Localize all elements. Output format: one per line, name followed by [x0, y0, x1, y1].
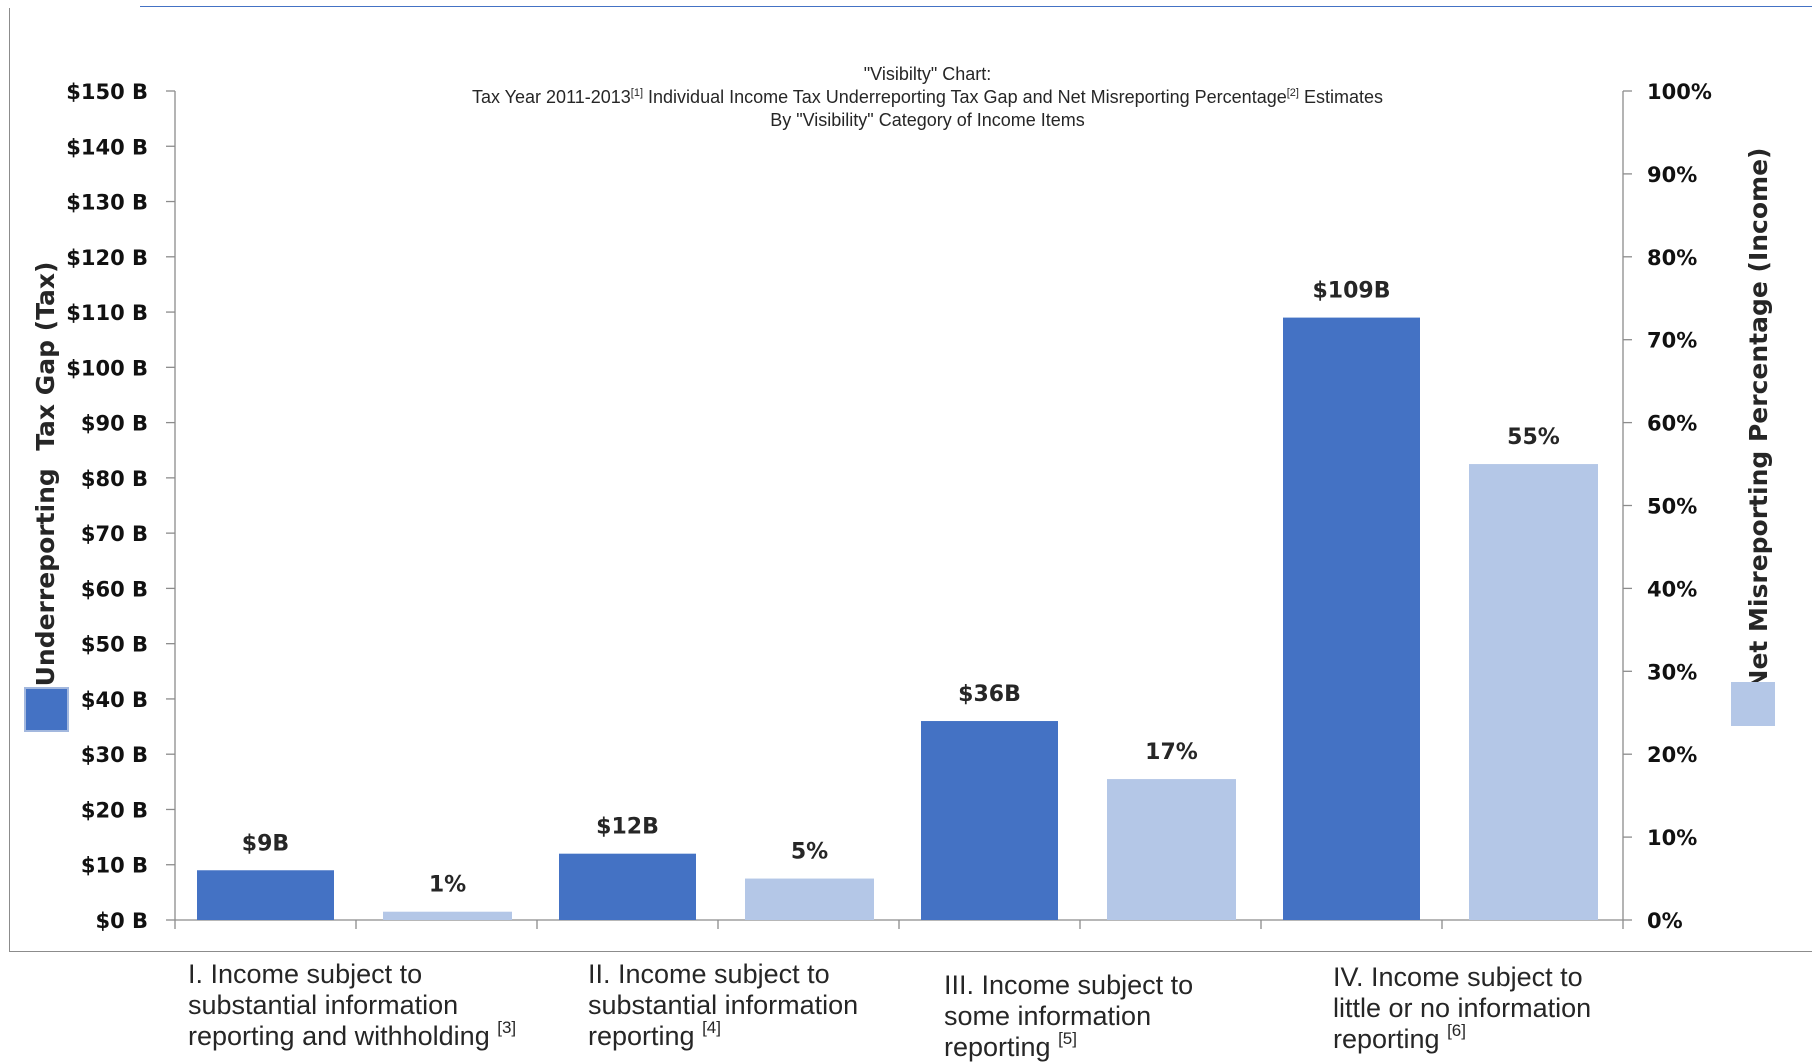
category-footnote: [5]	[1058, 1029, 1077, 1048]
misreporting-bar	[1107, 779, 1236, 920]
category-label-text: II. Income subject to	[588, 959, 830, 989]
tax-gap-bar	[197, 870, 334, 920]
category-label: III. Income subject to some information re…	[944, 970, 1193, 1063]
tax-gap-data-label: $12B	[596, 815, 659, 840]
right-axis-tick-label: 70%	[1647, 329, 1697, 353]
category-label-line: reporting and withholding [3]	[188, 1018, 517, 1052]
category-label-text: reporting	[588, 1021, 703, 1051]
chart-title: "Visibilty" Chart: Tax Year 2011-2013[1]…	[300, 63, 1555, 132]
right-axis-tick-label: 20%	[1647, 743, 1697, 767]
category-label-text: substantial information	[188, 990, 459, 1020]
chart-title-line-2: Tax Year 2011-2013[1] Individual Income …	[300, 86, 1555, 109]
title-footnote-2: [2]	[1286, 87, 1299, 99]
misreporting-bar	[1469, 464, 1598, 920]
title-main: Individual Income Tax Underreporting Tax…	[643, 87, 1287, 107]
tax-gap-data-label: $36B	[958, 682, 1021, 707]
category-label-text: substantial information	[588, 990, 859, 1020]
category-label-text: some information	[944, 1001, 1152, 1031]
right-axis-tick-label: 100%	[1647, 80, 1712, 104]
category-label-line: some information	[944, 1001, 1193, 1032]
left-axis-tick-label: $150 B	[66, 80, 148, 104]
right-axis-tick-label: 90%	[1647, 163, 1697, 187]
category-label-text: III. Income subject to	[944, 970, 1194, 1000]
left-axis-tick-label: $30 B	[81, 743, 148, 767]
title-footnote-1: [1]	[630, 87, 644, 99]
chart-title-line-1: "Visibilty" Chart:	[863, 64, 992, 84]
left-axis-tick-label: $80 B	[81, 467, 148, 491]
category-label-text: IV. Income subject to	[1333, 962, 1583, 992]
left-axis-tick-label: $130 B	[66, 191, 148, 215]
category-label-text: reporting	[944, 1032, 1059, 1062]
right-axis-tick-label: 80%	[1647, 246, 1697, 270]
left-axis-tick-label: $70 B	[81, 522, 148, 546]
category-label-line: IV. Income subject to	[1333, 962, 1591, 993]
misreporting-data-label: 17%	[1145, 740, 1198, 765]
left-axis-tick-label: $100 B	[66, 356, 148, 380]
left-axis-tick-label: $20 B	[81, 798, 148, 822]
left-axis-tick-label: $110 B	[66, 301, 148, 325]
tax-gap-bar	[1283, 317, 1420, 920]
category-footnote: [4]	[702, 1018, 721, 1037]
right-axis-tick-label: 0%	[1647, 909, 1683, 933]
category-label: IV. Income subject to little or no inform…	[1333, 962, 1591, 1055]
left-axis-tick-label: $120 B	[66, 246, 148, 270]
left-axis-tick-label: $90 B	[81, 412, 148, 436]
tax-gap-data-label: $109B	[1313, 279, 1391, 304]
chart-frame	[9, 8, 1812, 952]
top-rule	[140, 6, 1812, 7]
category-label-line: little or no information	[1333, 993, 1591, 1024]
right-axis-title: Net Misreporting Percentage (Income)	[1744, 148, 1773, 691]
left-axis-title: Underreporting Tax Gap (Tax)	[31, 262, 60, 687]
category-footnote: [6]	[1447, 1021, 1466, 1040]
category-label: II. Income subject to substantial informa…	[588, 959, 858, 1052]
right-axis-tick-label: 10%	[1647, 826, 1697, 850]
category-label-line: substantial information	[588, 990, 858, 1021]
left-axis-tick-label: $60 B	[81, 577, 148, 601]
category-label-text: reporting and withholding	[188, 1021, 498, 1051]
category-label-line: reporting [5]	[944, 1029, 1193, 1063]
title-end: Estimates	[1298, 87, 1383, 107]
left-axis-tick-label: $50 B	[81, 633, 148, 657]
legend-swatch-tax-gap	[24, 687, 69, 732]
right-axis-tick-label: 40%	[1647, 577, 1697, 601]
chart-title-line-3: By "Visibility" Category of Income Items	[770, 110, 1085, 130]
category-label: I. Income subject to substantial informat…	[188, 959, 516, 1052]
title-year: Tax Year 2011-2013	[471, 87, 631, 107]
right-axis-tick-label: 50%	[1647, 495, 1697, 519]
tax-gap-data-label: $9B	[242, 831, 289, 856]
misreporting-data-label: 1%	[429, 873, 466, 898]
category-label-line: I. Income subject to	[188, 959, 516, 990]
misreporting-data-label: 55%	[1507, 425, 1560, 450]
tax-gap-bar	[921, 721, 1058, 920]
category-label-text: little or no information	[1333, 993, 1592, 1023]
misreporting-bar	[383, 911, 512, 920]
category-label-line: III. Income subject to	[944, 970, 1193, 1001]
misreporting-data-label: 5%	[791, 840, 828, 865]
right-axis-tick-label: 60%	[1647, 412, 1697, 436]
left-axis-tick-label: $40 B	[81, 688, 148, 712]
category-footnote: [3]	[497, 1018, 517, 1037]
legend-swatch-misreporting	[1731, 682, 1775, 726]
category-label-line: II. Income subject to	[588, 959, 858, 990]
left-axis-tick-label: $140 B	[66, 135, 148, 159]
category-label-line: reporting [4]	[588, 1018, 858, 1052]
tax-gap-bar	[559, 853, 696, 920]
misreporting-bar	[745, 878, 874, 920]
left-axis-tick-label: $0 B	[95, 909, 148, 933]
category-label-text: reporting	[1333, 1024, 1448, 1054]
category-label-text: I. Income subject to	[188, 959, 423, 989]
category-label-line: reporting [6]	[1333, 1021, 1591, 1055]
category-label-line: substantial information	[188, 990, 516, 1021]
left-axis-tick-label: $10 B	[81, 854, 148, 878]
right-axis-tick-label: 30%	[1647, 660, 1697, 684]
